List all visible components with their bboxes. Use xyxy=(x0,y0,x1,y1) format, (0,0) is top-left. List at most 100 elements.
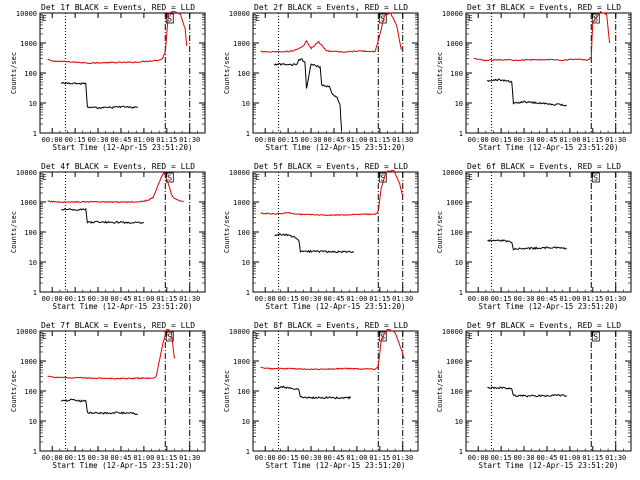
panel-3: Det 3f BLACK = Events, RED = LLD 1 10 100 10… xyxy=(436,3,632,152)
y-tick-label: 10 xyxy=(455,259,463,267)
x-tick-label: 01:30 xyxy=(392,295,413,303)
x-tick-label: 01:15 xyxy=(156,454,177,462)
x-axis-label: Start Time (12-Apr-15 23:51:20) xyxy=(479,143,619,152)
y-tick-label: 1 xyxy=(246,448,250,456)
y-tick-label: 10 xyxy=(29,100,37,108)
x-tick-label: 01:30 xyxy=(605,136,626,144)
panel-title: Det 3f BLACK = Events, RED = LLD xyxy=(467,3,621,12)
events-series-line xyxy=(486,78,568,107)
saa-marker-label: S xyxy=(594,15,599,24)
y-tick-label: 1 xyxy=(246,289,250,297)
y-tick-label: 10 xyxy=(242,100,250,108)
y-tick-label: 1 xyxy=(459,130,463,138)
x-tick-label: 00:00 xyxy=(42,136,63,144)
y-tick-label: 100 xyxy=(237,70,250,78)
y-tick-label: 100 xyxy=(450,70,463,78)
x-tick-label: 01:30 xyxy=(392,454,413,462)
x-axis-label: Start Time (12-Apr-15 23:51:20) xyxy=(53,143,193,152)
y-tick-label: 10 xyxy=(29,259,37,267)
panel-title: Det 1f BLACK = Events, RED = LLD xyxy=(41,3,195,12)
x-tick-label: 00:00 xyxy=(255,454,276,462)
saa-marker-label: S xyxy=(381,15,386,24)
y-tick-label: 1000 xyxy=(446,199,463,207)
y-tick-label: 100 xyxy=(450,229,463,237)
x-tick-label: 00:45 xyxy=(536,136,557,144)
saa-marker-label: S xyxy=(381,174,386,183)
y-tick-label: 10 xyxy=(242,259,250,267)
y-tick-label: 1 xyxy=(33,289,37,297)
x-tick-label: 00:15 xyxy=(491,295,512,303)
y-tick-label: 100 xyxy=(24,388,37,396)
x-tick-label: 01:00 xyxy=(133,136,154,144)
y-tick-label: 10000 xyxy=(442,10,463,18)
y-axis-label: Counts/sec xyxy=(223,370,231,412)
y-tick-label: 10 xyxy=(455,100,463,108)
saa-marker-label: S xyxy=(594,333,599,342)
y-tick-label: 1000 xyxy=(20,358,37,366)
x-axis-label: Start Time (12-Apr-15 23:51:20) xyxy=(479,461,619,470)
y-axis-label: Counts/sec xyxy=(436,211,444,253)
panel-title: Det 5f BLACK = Events, RED = LLD xyxy=(254,162,408,171)
y-tick-label: 100 xyxy=(237,229,250,237)
y-tick-label: 10000 xyxy=(229,10,250,18)
y-tick-label: 1 xyxy=(33,130,37,138)
y-tick-label: 10000 xyxy=(442,328,463,336)
y-axis-label: Counts/sec xyxy=(10,52,18,94)
plot-frame xyxy=(252,12,419,134)
x-tick-label: 00:15 xyxy=(278,136,299,144)
saa-marker-box xyxy=(378,331,387,342)
lld-series-line xyxy=(47,11,188,65)
corner-label: E xyxy=(255,14,260,23)
x-tick-label: 01:00 xyxy=(133,454,154,462)
panel-title: Det 4f BLACK = Events, RED = LLD xyxy=(41,162,195,171)
y-tick-label: 1 xyxy=(459,448,463,456)
plot-frame xyxy=(252,330,419,452)
panel-2: Det 2f BLACK = Events, RED = LLD 1 10 100 10… xyxy=(223,3,419,152)
y-tick-label: 1000 xyxy=(20,199,37,207)
x-tick-label: 00:45 xyxy=(323,454,344,462)
y-tick-label: 1000 xyxy=(446,358,463,366)
panel-title: Det 6f BLACK = Events, RED = LLD xyxy=(467,162,621,171)
x-tick-label: 01:15 xyxy=(582,136,603,144)
x-tick-label: 01:30 xyxy=(179,136,200,144)
x-axis-label: Start Time (12-Apr-15 23:51:20) xyxy=(266,143,406,152)
x-tick-label: 00:15 xyxy=(65,295,86,303)
events-series-line xyxy=(60,81,138,110)
x-tick-label: 00:30 xyxy=(301,295,322,303)
x-tick-label: 01:00 xyxy=(133,295,154,303)
y-tick-label: 10 xyxy=(455,418,463,426)
x-tick-label: 00:45 xyxy=(536,454,557,462)
events-series-line xyxy=(487,239,567,251)
x-tick-label: 01:00 xyxy=(559,136,580,144)
x-tick-label: 01:15 xyxy=(369,454,390,462)
x-tick-label: 01:00 xyxy=(346,136,367,144)
corner-label: E xyxy=(255,332,260,341)
x-axis-label: Start Time (12-Apr-15 23:51:20) xyxy=(53,461,193,470)
x-tick-label: 00:15 xyxy=(278,295,299,303)
x-tick-label: 01:00 xyxy=(559,295,580,303)
y-tick-label: 10 xyxy=(242,418,250,426)
y-tick-label: 100 xyxy=(450,388,463,396)
y-axis-label: Counts/sec xyxy=(223,211,231,253)
events-series-line xyxy=(274,385,352,400)
x-tick-label: 00:30 xyxy=(88,136,109,144)
panel-title: Det 2f BLACK = Events, RED = LLD xyxy=(254,3,408,12)
y-tick-label: 1000 xyxy=(233,40,250,48)
panel-title: Det 7f BLACK = Events, RED = LLD xyxy=(41,321,195,330)
x-tick-label: 00:45 xyxy=(110,295,131,303)
y-tick-label: 1 xyxy=(33,448,37,456)
x-tick-label: 01:30 xyxy=(605,295,626,303)
plot-frame xyxy=(465,171,632,293)
events-series-line xyxy=(273,58,343,131)
x-tick-label: 01:00 xyxy=(559,454,580,462)
events-series-line xyxy=(60,398,139,416)
x-tick-label: 00:30 xyxy=(301,136,322,144)
y-axis-label: Counts/sec xyxy=(223,52,231,94)
lld-series-line xyxy=(47,170,184,204)
x-tick-label: 00:30 xyxy=(88,454,109,462)
panel-7: Det 7f BLACK = Events, RED = LLD 1 10 100 10… xyxy=(10,321,206,470)
y-tick-label: 10000 xyxy=(229,169,250,177)
y-tick-label: 100 xyxy=(24,229,37,237)
lld-series-line xyxy=(260,170,404,217)
events-series-line xyxy=(487,386,568,398)
